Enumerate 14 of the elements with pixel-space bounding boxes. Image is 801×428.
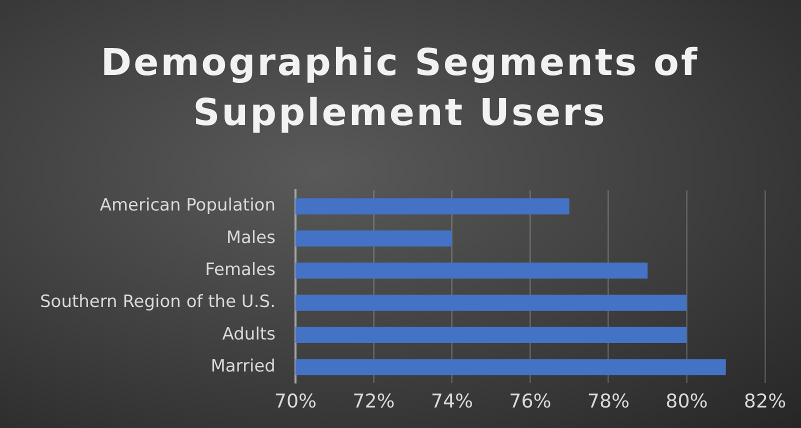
x-tick-label: 82% bbox=[744, 390, 786, 413]
y-tick-label: Southern Region of the U.S. bbox=[40, 292, 276, 312]
x-tick-label: 80% bbox=[666, 390, 708, 413]
x-tick-label: 72% bbox=[352, 390, 395, 413]
x-tick-label: 78% bbox=[587, 390, 630, 413]
x-tick-label: 76% bbox=[509, 390, 552, 413]
chart-title: Demographic Segments of Supplement Users bbox=[100, 40, 700, 136]
y-tick-label: Males bbox=[226, 228, 276, 248]
x-tick-label: 74% bbox=[430, 390, 474, 413]
y-tick-label: American Population bbox=[100, 196, 276, 216]
y-tick-label: Married bbox=[210, 356, 276, 377]
y-tick-label: Adults bbox=[222, 324, 276, 344]
x-tick-label: 70% bbox=[274, 390, 317, 413]
y-tick-label: Females bbox=[205, 260, 276, 280]
